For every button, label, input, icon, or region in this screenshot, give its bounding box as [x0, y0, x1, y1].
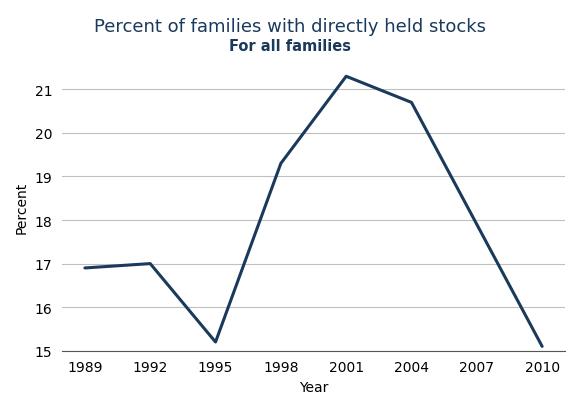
Y-axis label: Percent: Percent	[15, 182, 29, 234]
X-axis label: Year: Year	[299, 380, 328, 394]
Text: For all families: For all families	[229, 39, 351, 54]
Text: Percent of families with directly held stocks: Percent of families with directly held s…	[94, 18, 486, 36]
